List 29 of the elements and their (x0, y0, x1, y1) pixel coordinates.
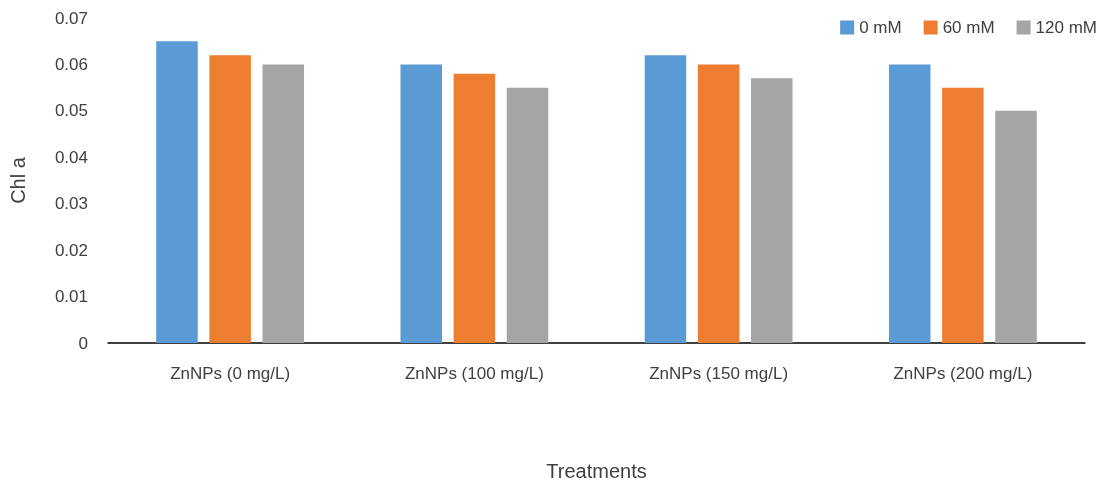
x-tick-label: ZnNPs (100 mg/L) (404, 364, 544, 383)
bar (888, 64, 931, 343)
y-tick-label: 0.05 (54, 101, 88, 121)
bar (453, 73, 496, 343)
y-tick-label: 0.01 (54, 287, 88, 307)
bar (262, 64, 305, 343)
bar (644, 55, 687, 343)
bar (400, 64, 442, 343)
x-tick-label: ZnNPs (150 mg/L) (649, 364, 789, 383)
y-tick-label: 0.03 (54, 194, 88, 214)
x-tick-label: ZnNPs (200 mg/L) (893, 364, 1033, 383)
x-tick-label: ZnNPs (0 mg/L) (170, 364, 291, 383)
x-axis-title: Treatments (546, 460, 647, 482)
bar (209, 55, 251, 343)
bar (506, 87, 549, 343)
y-tick-label: 0.06 (54, 54, 88, 74)
bar (697, 64, 740, 343)
y-tick-label: 0 (78, 333, 88, 353)
bar (942, 87, 984, 343)
y-tick-label: 0.02 (54, 240, 88, 260)
bar (995, 110, 1037, 343)
y-tick-label: 0.04 (54, 147, 88, 167)
y-axis-title: Chl a (7, 156, 29, 204)
y-tick-label: 0.07 (54, 8, 88, 28)
legend-label: 0 mM (859, 18, 902, 37)
legend-label: 60 mM (942, 18, 995, 37)
bar (751, 78, 793, 343)
bar (156, 41, 198, 343)
legend-label: 120 mM (1035, 18, 1098, 37)
